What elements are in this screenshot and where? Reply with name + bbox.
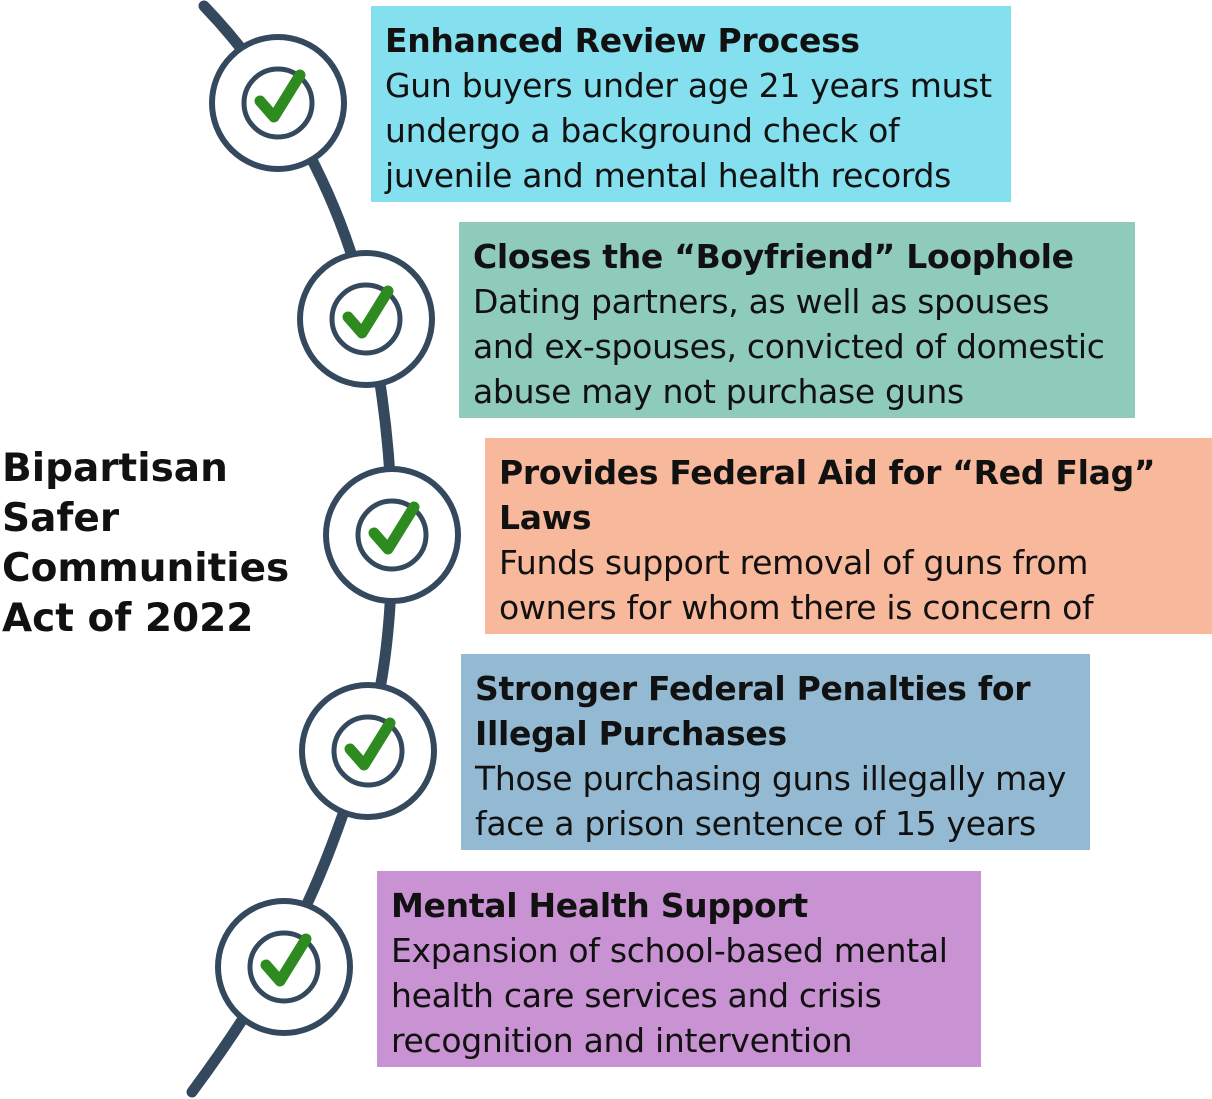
card-description: Funds support removal of guns from owner… [499, 543, 1094, 634]
card-title: Enhanced Review Process [385, 21, 860, 60]
card-description: Dating partners, as well as spouses and … [473, 282, 1105, 411]
provision-card-federal-penalties: Stronger Federal Penalties for Illegal P… [461, 654, 1090, 850]
checkmark-icon [342, 285, 394, 339]
timeline-marker [299, 682, 437, 820]
card-title: Stronger Federal Penalties for Illegal P… [475, 669, 1031, 753]
card-title: Closes the “Boyfriend” Loophole [473, 237, 1074, 276]
provision-card-boyfriend-loophole: Closes the “Boyfriend” Loophole Dating p… [459, 222, 1135, 418]
act-title-line-1: Bipartisan [2, 446, 228, 491]
provision-card-enhanced-review: Enhanced Review Process Gun buyers under… [371, 6, 1011, 202]
act-title-line-4: Act of 2022 [2, 596, 254, 641]
act-title-line-2: Safer [2, 496, 120, 541]
card-description: Expansion of school-based mental health … [391, 931, 948, 1060]
checkmark-icon [260, 933, 312, 987]
provision-card-mental-health: Mental Health Support Expansion of schoo… [377, 871, 981, 1067]
timeline-marker [323, 466, 461, 604]
card-title: Provides Federal Aid for “Red Flag” Laws [499, 453, 1156, 537]
card-description: Gun buyers under age 21 years must under… [385, 66, 992, 195]
act-title: Bipartisan Safer Communities Act of 2022 [2, 444, 289, 644]
card-description: Those purchasing guns illegally may face… [475, 759, 1067, 843]
act-title-line-3: Communities [2, 546, 290, 591]
provision-card-red-flag-laws: Provides Federal Aid for “Red Flag” Laws… [485, 438, 1212, 634]
checkmark-icon [254, 69, 306, 123]
card-title: Mental Health Support [391, 886, 808, 925]
checkmark-icon [368, 501, 420, 555]
timeline-marker [209, 34, 347, 172]
timeline-marker [297, 250, 435, 388]
timeline-marker [215, 898, 353, 1036]
checkmark-icon [344, 717, 396, 771]
